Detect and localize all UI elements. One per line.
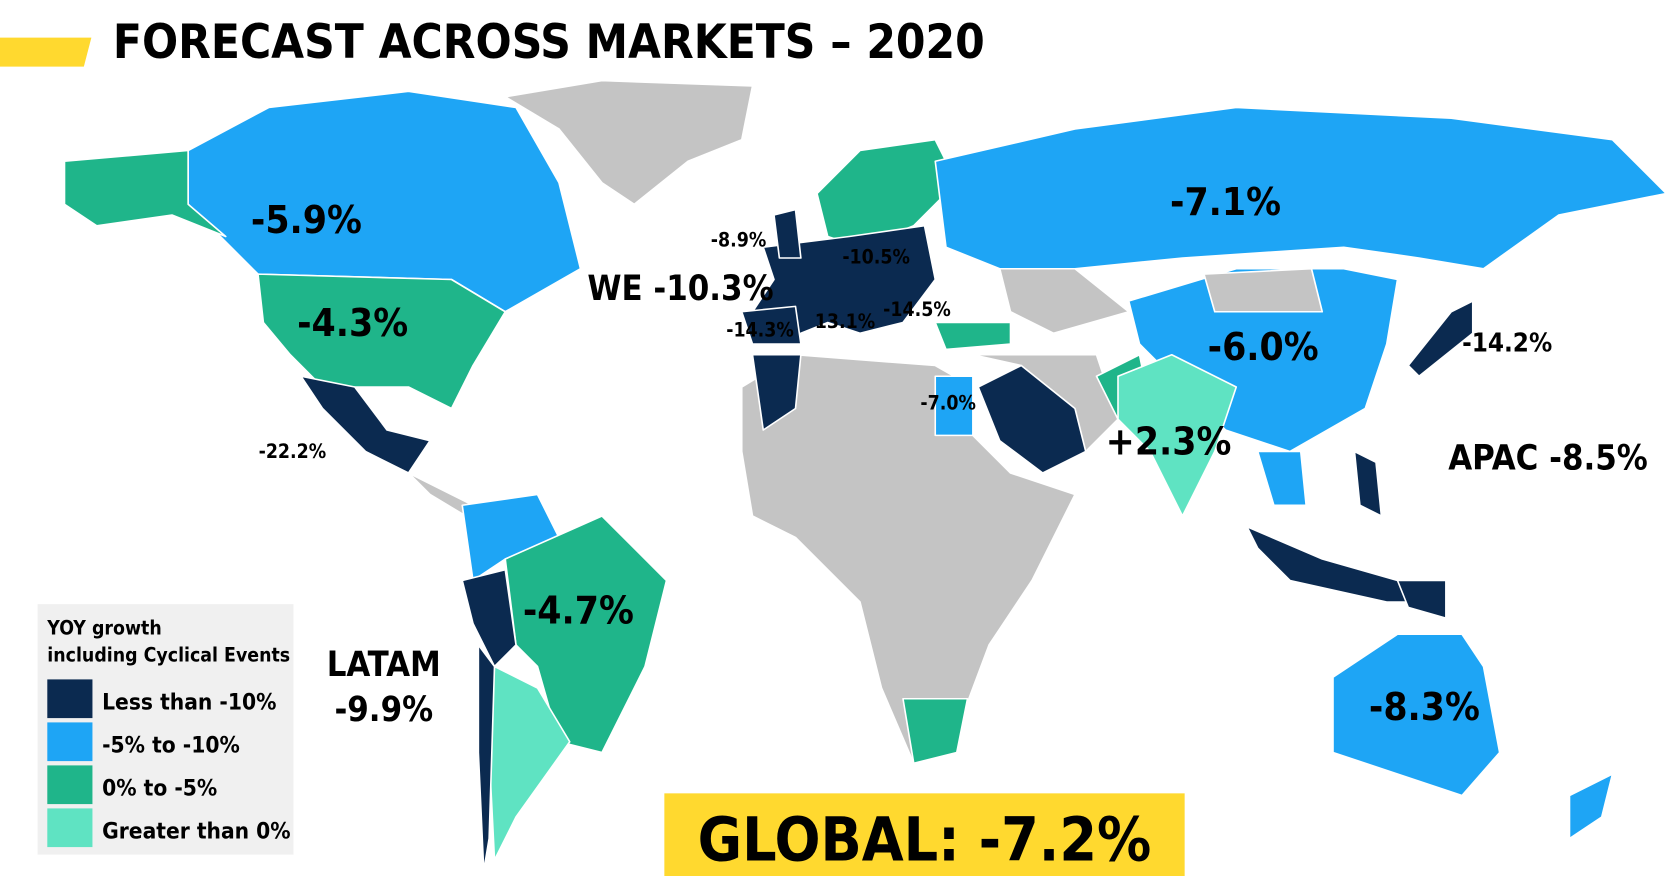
legend: YOY growth including Cyclical Events Less …: [46, 616, 291, 848]
region-label: 13.1%: [815, 310, 875, 333]
papua-new-guinea: [1396, 579, 1447, 619]
brazil: [504, 515, 668, 754]
mongolia: [1203, 267, 1324, 313]
region-label: WE -10.3%: [587, 269, 773, 309]
spain: [740, 305, 802, 345]
legend-swatch: [47, 808, 93, 848]
region-label: -14.5%: [883, 298, 951, 321]
legend-label: Greater than 0%: [102, 819, 291, 845]
mexico: [300, 375, 431, 474]
turkey: [934, 321, 1012, 351]
russia: [934, 106, 1668, 270]
legend-swatch: [47, 722, 93, 762]
region-labels: -5.9% -4.3% -7.1% -6.0% +2.3% -8.3% -4.7% WE -1…: [251, 180, 1648, 730]
region-label: -14.2%: [1462, 329, 1552, 359]
region-label: -8.3%: [1369, 685, 1480, 730]
region-label: -8.9%: [711, 228, 767, 251]
legend-label: Less than -10%: [102, 690, 276, 716]
egypt: [934, 375, 974, 437]
legend-title: including Cyclical Events: [47, 643, 290, 666]
alaska: [63, 149, 227, 238]
region-label: APAC -8.5%: [1448, 439, 1648, 479]
region-label: LATAM: [327, 645, 441, 685]
global-label: GLOBAL: -7.2%: [698, 805, 1152, 875]
philippines: [1353, 450, 1383, 517]
title: FORECAST ACROSS MARKETS – 2020: [113, 15, 985, 70]
new-zealand: [1568, 773, 1614, 840]
region-label: -6.0%: [1208, 325, 1319, 370]
region-label: -7.0%: [920, 392, 976, 415]
usa: [257, 273, 507, 410]
region-label: -14.3%: [726, 319, 794, 342]
south-africa: [902, 697, 969, 765]
middle-east: [972, 353, 1119, 453]
canvas: FORECAST ACROSS MARKETS – 2020: [0, 15, 1668, 876]
canada: [187, 90, 582, 313]
region-label: -5.9%: [251, 198, 362, 243]
uk: [773, 208, 802, 259]
region-label: -4.3%: [297, 301, 408, 346]
region-label: -4.7%: [523, 588, 634, 633]
japan: [1407, 300, 1474, 378]
legend-label: 0% to -5%: [102, 776, 217, 802]
global-box: [664, 793, 1185, 876]
central-asia: [998, 267, 1130, 335]
legend-title: YOY growth: [46, 616, 161, 639]
region-label: -9.9%: [334, 690, 433, 730]
india: [1117, 353, 1238, 517]
region-label: +2.3%: [1106, 419, 1232, 464]
world-map: [63, 79, 1668, 872]
region-label: -10.5%: [842, 246, 910, 269]
greenland: [504, 79, 754, 206]
australia: [1332, 633, 1501, 797]
legend-swatch: [47, 765, 93, 805]
saudi-arabia: [977, 364, 1087, 474]
morocco: [751, 353, 802, 431]
chile: [477, 644, 496, 872]
region-label: -22.2%: [259, 440, 327, 463]
peru: [461, 568, 517, 668]
legend-label: -5% to -10%: [102, 733, 240, 759]
legend-swatch: [47, 679, 93, 719]
region-label: -7.1%: [1170, 180, 1281, 225]
southeast-asia: [1256, 450, 1307, 507]
title-accent: [0, 37, 92, 67]
